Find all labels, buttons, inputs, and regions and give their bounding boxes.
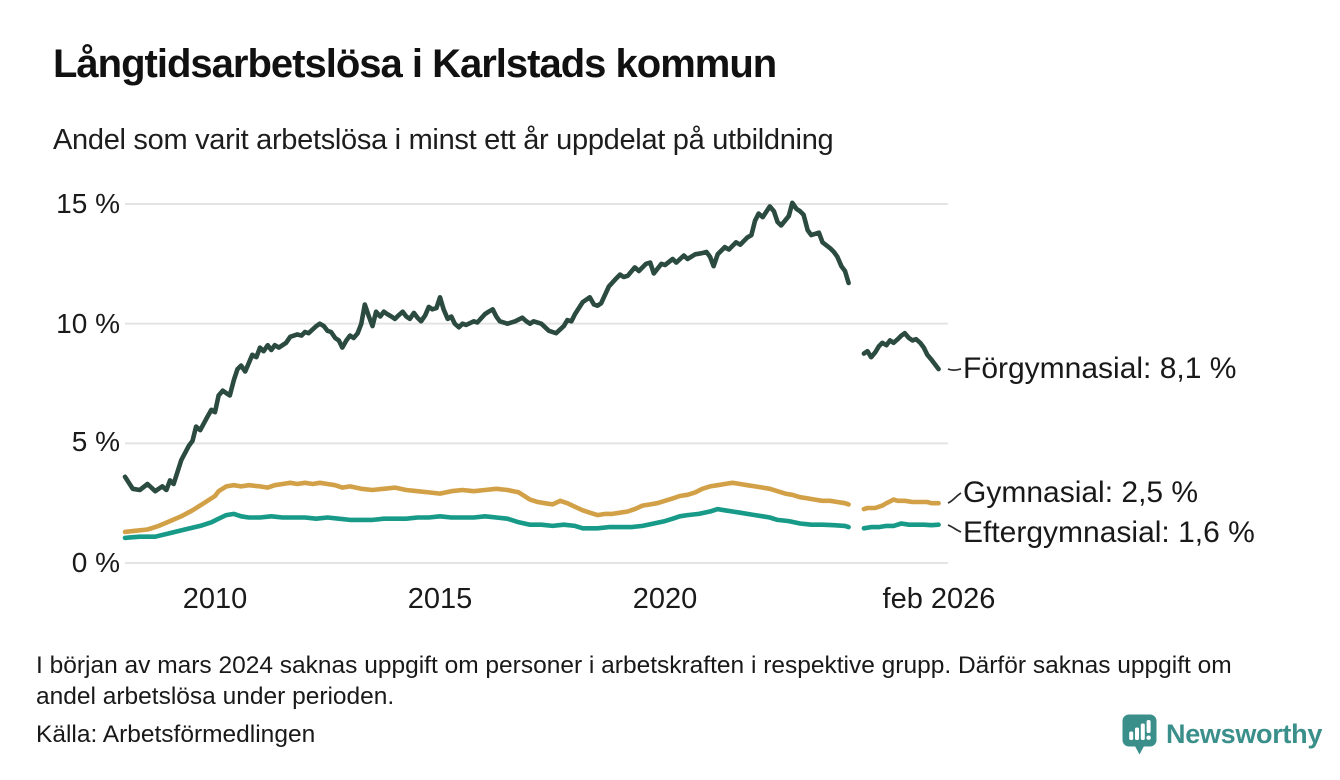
x-axis-tick-2010: 2010 <box>182 583 248 615</box>
x-axis-tick-feb-2026: feb 2026 <box>882 583 996 615</box>
newsworthy-logo-text: Newsworthy <box>1166 719 1323 749</box>
y-axis-tick-15: 15 % <box>56 188 120 219</box>
series-line-forgymnasial <box>122 200 851 494</box>
newsworthy-logo-icon <box>1122 714 1157 755</box>
series-line-gymnasial <box>122 480 851 535</box>
series-line-eftergymnasial-after-gap <box>861 521 941 531</box>
page-title: Långtidsarbetslösa i Karlstads kommun <box>53 42 777 86</box>
label-connector-gymnasial <box>947 492 962 504</box>
series-end-label-eftergymnasial: Eftergymnasial: 1,6 % <box>963 516 1255 549</box>
label-connector-eftergymnasial <box>947 524 962 533</box>
footnote-line-1: I början av mars 2024 saknas uppgift om … <box>36 652 1232 679</box>
source-credit: Källa: Arbetsförmedlingen <box>36 721 316 748</box>
series-end-label-forgymnasial: Förgymnasial: 8,1 % <box>963 352 1237 385</box>
label-connector-forgymnasial <box>947 368 962 371</box>
x-axis-tick-2020: 2020 <box>632 583 698 615</box>
newsworthy-branding: Newsworthy <box>1122 714 1322 755</box>
series-line-eftergymnasial <box>122 506 851 541</box>
series-line-forgymnasial-after-gap <box>861 330 941 372</box>
chart-subtitle: Andel som varit arbetslösa i minst ett å… <box>53 124 834 156</box>
footnote-line-2: andel arbetslösa under perioden. <box>36 683 395 710</box>
y-axis-tick-0: 0 % <box>71 547 120 578</box>
series-end-label-gymnasial: Gymnasial: 2,5 % <box>963 476 1199 509</box>
y-axis-tick-10: 10 % <box>56 308 120 339</box>
y-axis-tick-5: 5 % <box>71 426 120 457</box>
series-line-gymnasial-after-gap <box>861 497 941 512</box>
x-axis-tick-2015: 2015 <box>407 583 473 615</box>
